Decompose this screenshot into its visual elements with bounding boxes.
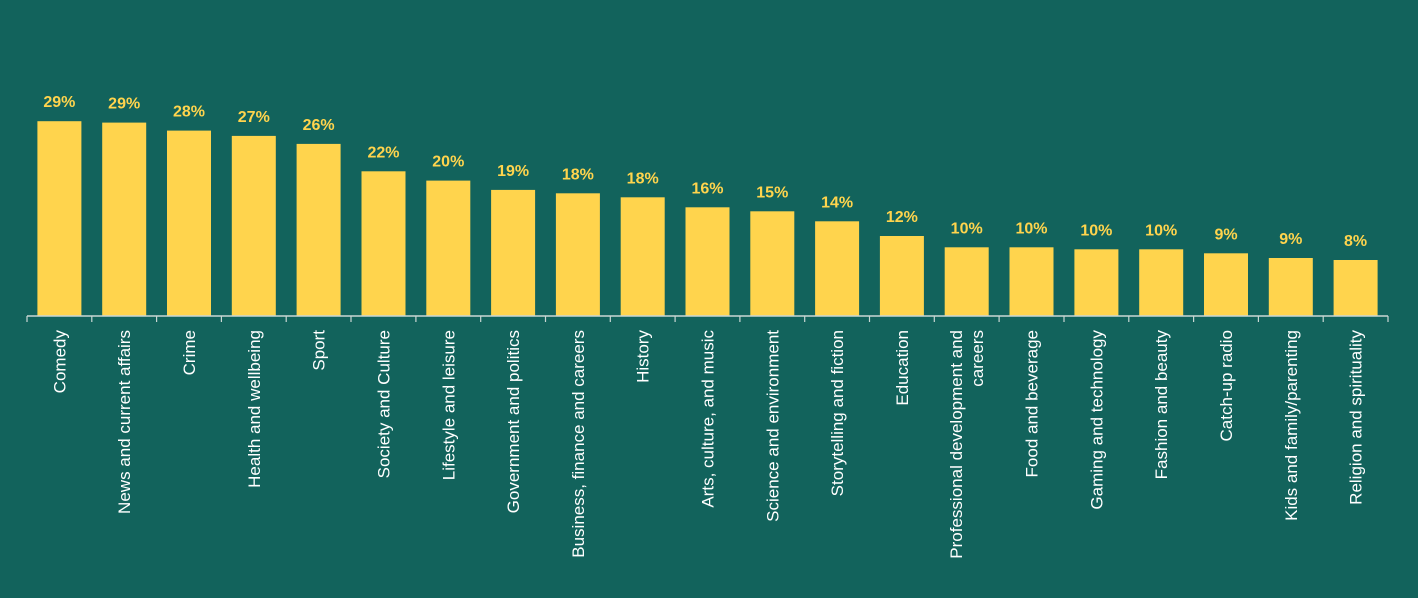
bar-3: [167, 130, 211, 316]
bar-12: [750, 211, 795, 316]
bar-14: [879, 236, 924, 316]
value-labels-group: 29% 29% 28% 27% 26% 22% 20% 19% 18% 18% 16% 15% 14% 1…: [43, 94, 1367, 250]
value-label-13: 14%: [821, 194, 853, 211]
bar-7: [426, 180, 471, 316]
category-label-17: Gaming and technology: [1087, 330, 1106, 510]
category-label-15: Professional development and careers: [947, 330, 987, 559]
bar-5: [296, 143, 341, 316]
category-label-7: Lifestyle and leisure: [439, 330, 458, 480]
value-label-15: 10%: [951, 220, 983, 237]
bar-1: [37, 121, 82, 316]
value-label-9: 18%: [562, 166, 594, 183]
category-label-5: Sport: [310, 330, 329, 371]
bars-group: [37, 121, 1378, 316]
category-label-19: Catch-up radio: [1217, 330, 1236, 442]
bar-17: [1074, 249, 1119, 316]
category-label-2: News and current affairs: [115, 330, 134, 514]
category-label-21: Religion and spirituality: [1347, 330, 1366, 505]
value-label-12: 15%: [756, 184, 788, 201]
value-label-11: 16%: [691, 180, 723, 197]
value-label-5: 26%: [303, 117, 335, 134]
bar-20: [1268, 258, 1313, 316]
bar-16: [1009, 247, 1054, 316]
category-label-18: Fashion and beauty: [1152, 330, 1171, 480]
category-label-11: Arts, culture, and music: [699, 330, 718, 508]
value-label-19: 9%: [1214, 226, 1237, 243]
category-label-20: Kids and family/parenting: [1282, 330, 1301, 521]
value-label-8: 19%: [497, 163, 529, 180]
category-label-6: Society and Culture: [375, 330, 394, 478]
category-label-12: Science and environment: [763, 330, 782, 522]
value-label-17: 10%: [1080, 222, 1112, 239]
bar-18: [1139, 249, 1184, 316]
value-label-18: 10%: [1145, 222, 1177, 239]
bar-15: [944, 247, 989, 316]
bar-8: [491, 189, 536, 316]
bar-6: [361, 171, 406, 316]
category-label-4: Health and wellbeing: [245, 330, 264, 488]
category-label-1: Comedy: [50, 330, 69, 394]
value-label-20: 9%: [1279, 231, 1302, 248]
bar-9: [555, 193, 600, 316]
bar-2: [102, 122, 147, 316]
category-label-13: Storytelling and fiction: [828, 330, 847, 496]
category-labels-group: Comedy News and current affairs Crime Healt…: [50, 330, 1365, 559]
value-label-16: 10%: [1015, 220, 1047, 237]
value-label-7: 20%: [432, 154, 464, 171]
value-label-10: 18%: [627, 170, 659, 187]
value-label-3: 28%: [173, 104, 205, 121]
bar-19: [1204, 253, 1248, 316]
category-label-9: Business, finance and careers: [569, 330, 588, 558]
value-label-14: 12%: [886, 209, 918, 226]
category-label-10: History: [634, 330, 653, 383]
category-label-14: Education: [893, 330, 912, 406]
value-label-6: 22%: [367, 144, 399, 161]
axis-ticks-group: [26, 316, 1389, 322]
category-label-8: Government and politics: [504, 330, 523, 513]
value-label-2: 29%: [108, 96, 140, 113]
bar-11: [685, 207, 730, 316]
value-label-21: 8%: [1344, 233, 1367, 250]
bar-13: [815, 221, 860, 316]
category-label-3: Crime: [180, 330, 199, 375]
category-label-16: Food and beverage: [1023, 330, 1042, 477]
bar-21: [1333, 260, 1378, 316]
bar-10: [620, 197, 665, 316]
value-label-1: 29%: [43, 94, 75, 111]
bar-4: [231, 135, 276, 316]
value-label-4: 27%: [238, 109, 270, 126]
